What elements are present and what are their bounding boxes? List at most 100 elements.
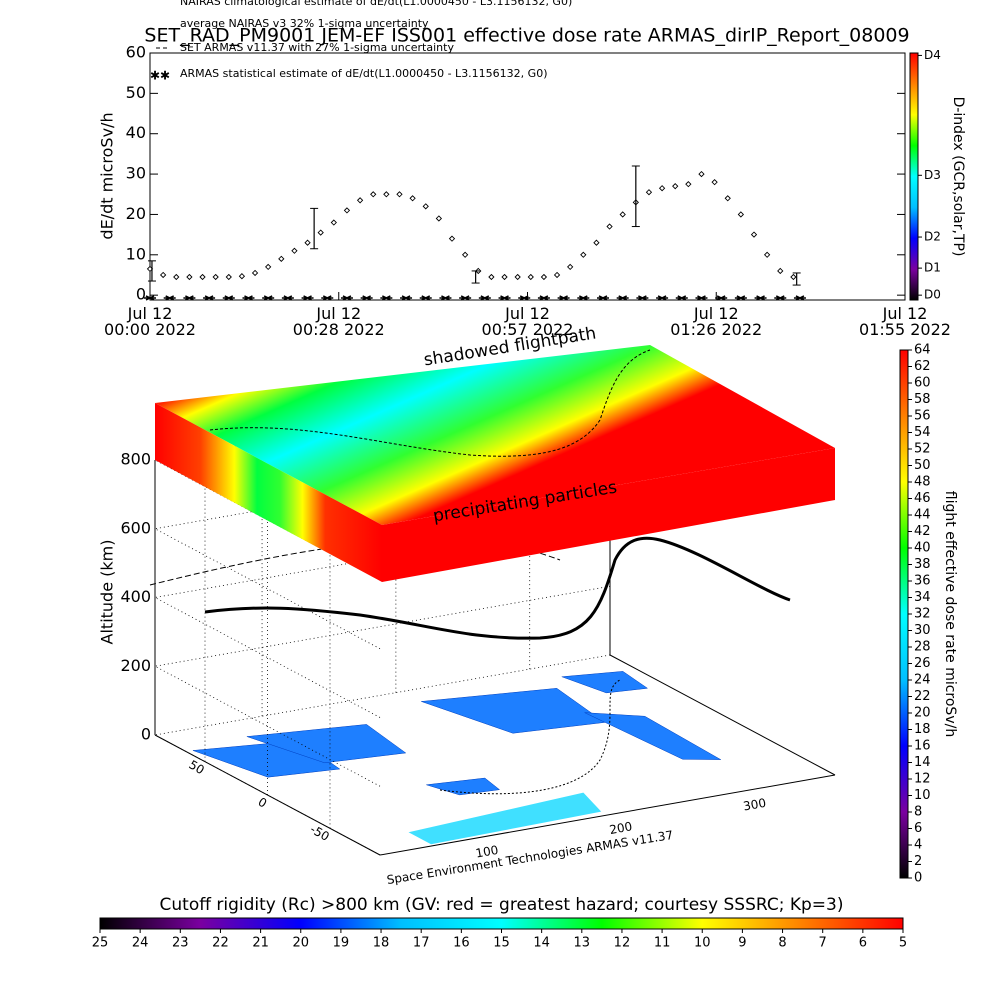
colorbar-tick-label: 52 <box>914 442 931 457</box>
z-tick-label: 400 <box>120 587 151 606</box>
colorbar-tick-label: 10 <box>694 936 711 951</box>
data-point <box>518 295 531 301</box>
colorbar-tick-label: 38 <box>914 557 931 572</box>
data-point <box>304 239 311 246</box>
data-point <box>553 271 561 279</box>
colorbar-tick-label: 18 <box>373 936 390 951</box>
colorbar-tick-label: 46 <box>914 491 931 506</box>
colorbar-tick-label: 10 <box>914 788 931 803</box>
data-point <box>383 191 390 198</box>
data-point <box>597 295 609 301</box>
colorbar-tick-label: 40 <box>914 541 931 556</box>
dose-slab-front <box>382 448 835 582</box>
data-point <box>144 295 156 301</box>
data-point <box>203 295 216 301</box>
z-tick-label: 800 <box>120 450 151 469</box>
data-point <box>419 295 432 301</box>
x-tick-label: 100 <box>474 843 499 861</box>
axis-line <box>379 774 836 856</box>
data-point <box>774 295 787 301</box>
data-point <box>265 263 272 271</box>
data-point <box>212 273 219 281</box>
colorbar-tick-label: 36 <box>914 574 931 589</box>
colorbar-tick-label: 21 <box>252 936 269 951</box>
data-point <box>685 181 692 188</box>
colorbar-label: flight effective dose rate microSv/h <box>942 491 958 737</box>
data-point <box>580 251 587 258</box>
data-point <box>199 273 206 281</box>
colorbar-tick-label: 56 <box>914 409 931 424</box>
data-point <box>527 273 534 281</box>
legend-symbol: ✱✱ <box>150 69 170 83</box>
legend-label: average NAIRAS v3 32% 1-sigma uncertaint… <box>180 17 429 30</box>
colorbar-tick-label: 30 <box>914 623 931 638</box>
data-point <box>242 295 255 301</box>
colorbar-tick-label: 17 <box>413 936 430 951</box>
map-land <box>246 724 407 764</box>
colorbar-tick-label: 2 <box>914 854 922 869</box>
map-land <box>421 688 606 734</box>
data-point <box>501 273 508 281</box>
data-point <box>356 197 364 204</box>
data-point <box>173 273 180 281</box>
legend-label: NAIRAS climatological estimate of dE/dt(… <box>180 0 572 8</box>
data-point <box>557 295 570 301</box>
colorbar <box>909 52 919 301</box>
data-point <box>478 295 491 301</box>
y-tick-label: 20 <box>126 204 146 223</box>
data-point <box>183 295 196 301</box>
data-point <box>658 185 666 192</box>
colorbar-tick-label: 9 <box>738 936 746 951</box>
colorbar-tick-label: 15 <box>493 936 510 951</box>
data-point <box>321 295 334 301</box>
colorbar-tick-label: 13 <box>574 936 591 951</box>
data-point <box>763 251 771 258</box>
y-tick-label: 50 <box>126 83 146 102</box>
axis-line <box>154 734 381 856</box>
data-point <box>724 195 731 202</box>
data-point <box>459 295 472 301</box>
colorbar-tick-label: 12 <box>614 936 631 951</box>
map-land <box>584 712 722 760</box>
data-point <box>186 273 193 281</box>
colorbar-tick-label: 19 <box>333 936 350 951</box>
colorbar-tick-label: 64 <box>914 343 931 358</box>
y-axis-label: dE/dt microSv/h <box>98 112 117 239</box>
z-tick-label: 0 <box>141 725 151 744</box>
x-tick-label: Jul 12 01:55 2022 <box>859 304 951 339</box>
y-tick-label: -50 <box>308 822 332 844</box>
colorbar-tick-label: 7 <box>819 936 827 951</box>
colorbar-tick-label: 16 <box>453 936 470 951</box>
colorbar-tick-label: 14 <box>533 936 550 951</box>
colorbar-tick-label: D1 <box>924 261 941 275</box>
colorbar-tick-label: 8 <box>914 805 922 820</box>
dose-slab-side <box>155 403 382 582</box>
colorbar-tick-label: 20 <box>914 706 931 721</box>
colorbar <box>899 349 909 879</box>
colorbar-tick-label: 11 <box>654 936 671 951</box>
x-tick-label: Jul 12 01:26 2022 <box>670 304 763 339</box>
z-axis-label: Altitude (km) <box>98 540 117 645</box>
x-tick-label: 300 <box>742 796 767 814</box>
colorbar-tick-label: 18 <box>914 722 931 737</box>
data-point <box>619 211 626 218</box>
ground-track <box>439 679 621 795</box>
colorbar-tick-label: D3 <box>924 168 941 182</box>
data-point <box>793 295 806 301</box>
colorbar-tick-label: 12 <box>914 772 931 787</box>
data-point <box>754 295 767 301</box>
data-point <box>488 273 495 281</box>
data-point <box>540 273 548 281</box>
grid-line <box>153 517 611 718</box>
colorbar-tick-label: 62 <box>914 359 931 374</box>
y-tick-label: 30 <box>126 164 146 183</box>
legend-label: SET ARMAS v11.37 with 27% 1-sigma uncert… <box>180 41 454 54</box>
data-point <box>698 170 705 178</box>
data-point <box>636 295 649 301</box>
axis-line <box>609 654 836 776</box>
data-point <box>222 295 235 301</box>
x-tick-label: Jul 12 00:57 2022 <box>481 304 574 339</box>
data-point <box>340 295 353 301</box>
y-tick-label: 50 <box>187 758 207 778</box>
